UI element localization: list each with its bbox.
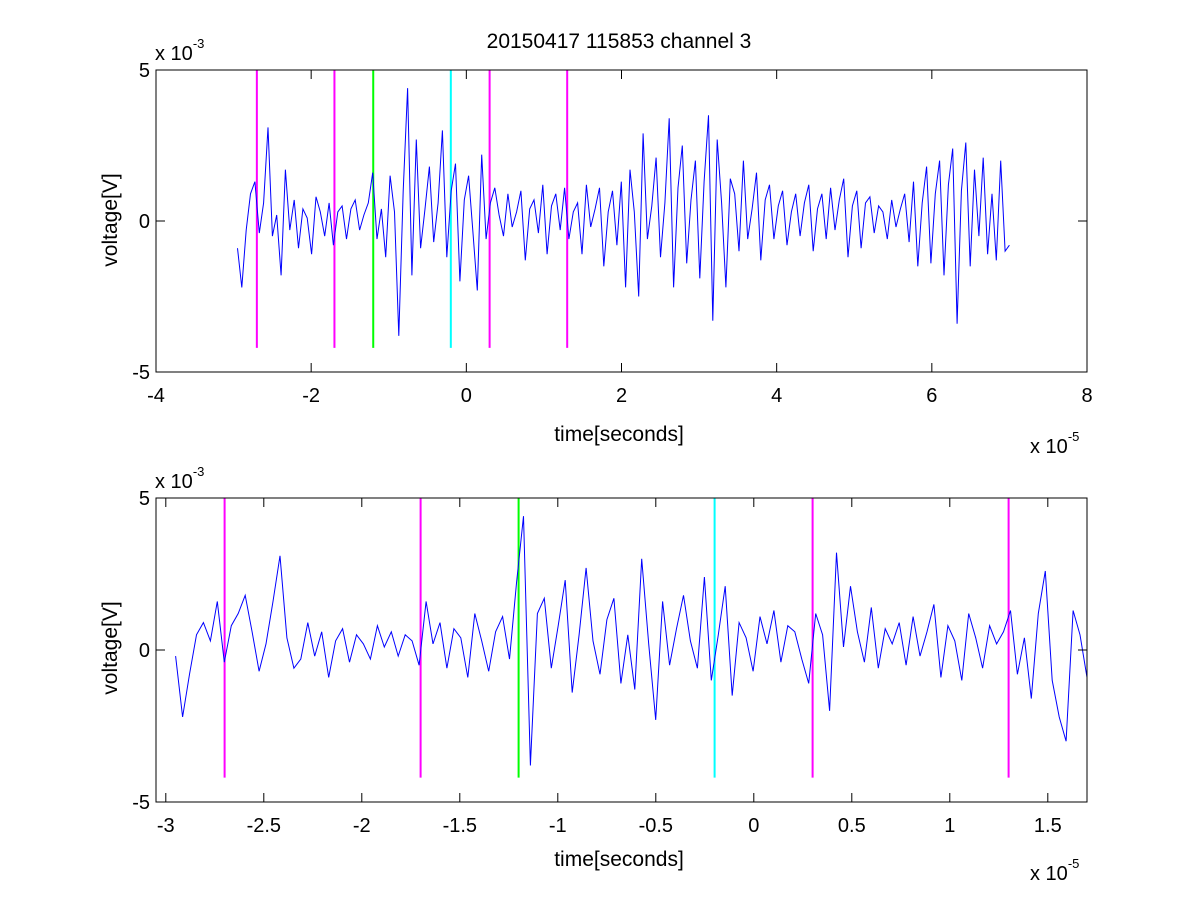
x-tick-label: -3 [157, 815, 175, 837]
x-multiplier: x 10 [1030, 436, 1068, 458]
x-tick-label: -2 [353, 815, 371, 837]
x-tick-labels: -3 -2.5 -2 -1.5 -1 -0.5 0 0.5 1 1.5 [157, 815, 1062, 837]
x-tick-label: 0 [748, 815, 759, 837]
x-tick-label: -1.5 [443, 815, 477, 837]
y-exponent: -3 [193, 464, 205, 479]
x-tick-labels: -4 -2 0 2 4 6 8 [147, 385, 1092, 407]
x-tick-label: 1 [944, 815, 955, 837]
marker-lines [223, 498, 1010, 778]
y-axis-label: voltage[V] [99, 601, 122, 694]
y-multiplier: x 10 [155, 471, 193, 493]
x-tick-label: 0 [461, 385, 472, 407]
axes-box [155, 497, 1088, 803]
x-tick-label: -2 [302, 385, 320, 407]
x-tick-label: -0.5 [639, 815, 673, 837]
bottom-subplot: -3 -2.5 -2 -1.5 -1 -0.5 0 0.5 1 1.5 -5 0 5 time[sec… [99, 464, 1088, 885]
x-tick-label: -2.5 [247, 815, 281, 837]
x-multiplier: x 10 [1030, 863, 1068, 885]
x-exponent-label: x 10-5 [1030, 856, 1079, 885]
y-tick-label: 5 [139, 60, 150, 82]
x-tick-label: 0.5 [838, 815, 866, 837]
x-tick-label: 6 [926, 385, 937, 407]
chart-title: 20150417 115853 channel 3 [487, 30, 752, 53]
y-tick-label: 0 [139, 640, 150, 662]
x-tick-label: 2 [616, 385, 627, 407]
voltage-trace [237, 88, 1010, 336]
x-tick-label: -4 [147, 385, 165, 407]
x-axis-label: time[seconds] [554, 423, 684, 446]
x-tick-label: 8 [1081, 385, 1092, 407]
x-exponent: -5 [1068, 856, 1080, 871]
y-tick-labels: -5 0 5 [132, 60, 150, 384]
y-tick-labels: -5 0 5 [132, 488, 150, 814]
axes-box [155, 69, 1088, 373]
x-exponent-label: x 10-5 [1030, 429, 1079, 458]
y-multiplier: x 10 [155, 43, 193, 65]
voltage-trace [175, 516, 1088, 766]
x-tick-label: 4 [771, 385, 782, 407]
y-axis-label: voltage[V] [99, 173, 122, 266]
y-exponent: -3 [193, 36, 205, 51]
x-axis-label: time[seconds] [554, 848, 684, 871]
top-subplot: 20150417 115853 channel 3 -4 -2 0 2 4 6 8 -5 0 5… [99, 30, 1093, 458]
x-tick-label: 1.5 [1034, 815, 1062, 837]
y-tick-label: 5 [139, 488, 150, 510]
y-tick-label: -5 [132, 362, 150, 384]
y-exponent-label: x 10-3 [155, 36, 204, 65]
y-exponent-label: x 10-3 [155, 464, 204, 493]
y-tick-label: 0 [139, 211, 150, 233]
x-tick-label: -1 [549, 815, 567, 837]
y-tick-label: -5 [132, 792, 150, 814]
x-exponent: -5 [1068, 429, 1080, 444]
